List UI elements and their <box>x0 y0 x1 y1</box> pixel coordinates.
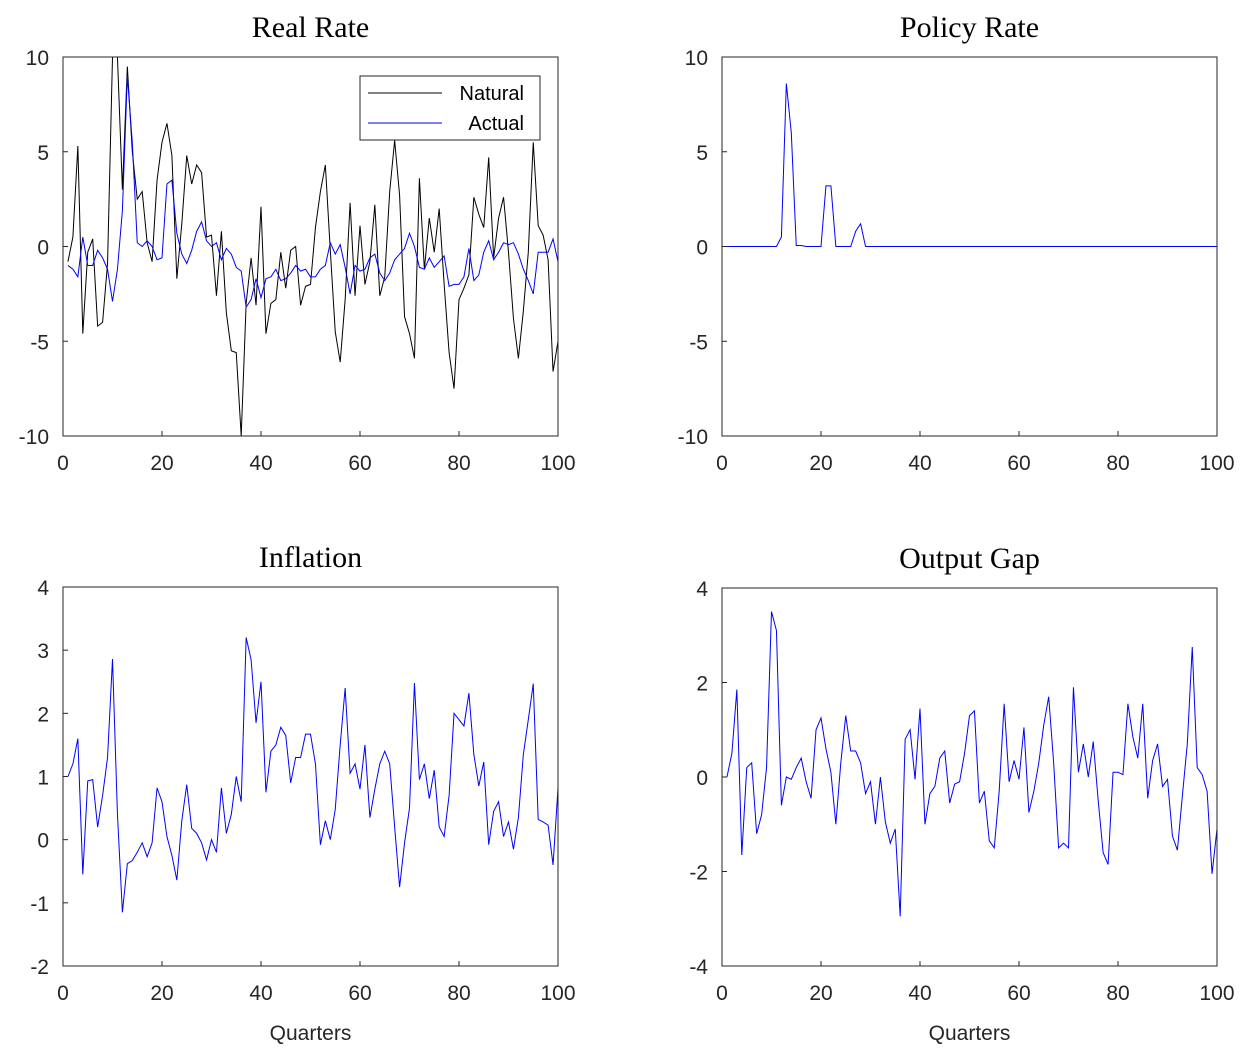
y-tick-label: 4 <box>696 578 708 601</box>
y-tick-label: 5 <box>696 142 708 165</box>
x-tick-label: 40 <box>249 452 272 475</box>
x-tick-label: 20 <box>150 452 173 475</box>
y-tick-label: -5 <box>30 331 49 354</box>
x-tick-label: 100 <box>1199 452 1234 475</box>
y-tick-label: 4 <box>37 577 49 600</box>
x-tick-label: 20 <box>809 452 832 475</box>
x-tick-label: 60 <box>1007 982 1030 1005</box>
y-tick-label: -10 <box>678 426 708 449</box>
subplot: Policy Rate 0 20 40 60 80 100 -10 -5 0 5 10 <box>678 11 1235 475</box>
x-tick-label: 80 <box>1106 452 1129 475</box>
x-tick-label: 0 <box>57 982 69 1005</box>
axes-box <box>62 56 559 437</box>
axes-box <box>62 586 559 967</box>
x-tick-label: 60 <box>1007 452 1030 475</box>
x-tick-label: 0 <box>716 452 728 475</box>
y-tick-label: 0 <box>37 237 49 260</box>
legend: Natural Actual <box>359 75 541 141</box>
y-tick-label: 1 <box>37 767 49 790</box>
x-tick-label: 80 <box>447 982 470 1005</box>
axes-box <box>721 56 1218 437</box>
x-tick-label: 40 <box>908 452 931 475</box>
chart-title: Inflation <box>259 541 362 574</box>
x-tick-label: 0 <box>57 452 69 475</box>
x-tick-label: 20 <box>150 982 173 1005</box>
x-axis-label: Quarters <box>270 1022 352 1045</box>
series-line <box>67 75 558 309</box>
y-tick-label: 10 <box>685 47 708 70</box>
x-tick-label: 100 <box>540 452 575 475</box>
legend-label: Natural <box>460 83 524 105</box>
y-tick-label: 0 <box>696 767 708 790</box>
y-tick-label: 10 <box>26 47 49 70</box>
axes-box <box>721 587 1218 967</box>
chart-title: Policy Rate <box>900 11 1039 44</box>
legend-box <box>359 75 541 141</box>
y-tick-label: 2 <box>696 673 708 696</box>
y-tick-label: -10 <box>19 426 49 449</box>
series-line <box>67 637 558 913</box>
subplot: Inflation 0 20 40 60 80 100 -2 -1 0 1 2 3 4 Quarters <box>30 541 575 1045</box>
x-tick-label: 100 <box>1199 982 1234 1005</box>
x-tick-label: 100 <box>540 982 575 1005</box>
y-tick-label: -2 <box>30 956 49 979</box>
series-line <box>67 57 558 436</box>
y-tick-label: -4 <box>689 956 708 979</box>
y-tick-label: 3 <box>37 640 49 663</box>
subplot: Output Gap 0 20 40 60 80 100 -4 -2 0 2 4 Quarters <box>689 542 1234 1045</box>
legend-label: Actual <box>468 113 524 135</box>
x-axis-label: Quarters <box>929 1022 1011 1045</box>
chart-title: Real Rate <box>252 11 369 44</box>
y-tick-label: -5 <box>689 331 708 354</box>
y-tick-label: 2 <box>37 703 49 726</box>
x-tick-label: 40 <box>908 982 931 1005</box>
x-tick-label: 60 <box>348 982 371 1005</box>
series-line <box>726 611 1217 917</box>
subplot: Real Rate 0 20 40 60 80 100 -10 -5 0 5 10 Natural Act… <box>19 11 576 475</box>
x-tick-label: 20 <box>809 982 832 1005</box>
y-tick-label: 5 <box>37 142 49 165</box>
y-tick-label: 0 <box>37 830 49 853</box>
y-tick-label: -1 <box>30 893 49 916</box>
x-tick-label: 40 <box>249 982 272 1005</box>
series-line <box>726 83 1217 247</box>
x-tick-label: 80 <box>447 452 470 475</box>
y-tick-label: -2 <box>689 862 708 885</box>
y-tick-label: 0 <box>696 237 708 260</box>
x-tick-label: 80 <box>1106 982 1129 1005</box>
chart-title: Output Gap <box>899 542 1040 575</box>
x-tick-label: 60 <box>348 452 371 475</box>
x-tick-label: 0 <box>716 982 728 1005</box>
